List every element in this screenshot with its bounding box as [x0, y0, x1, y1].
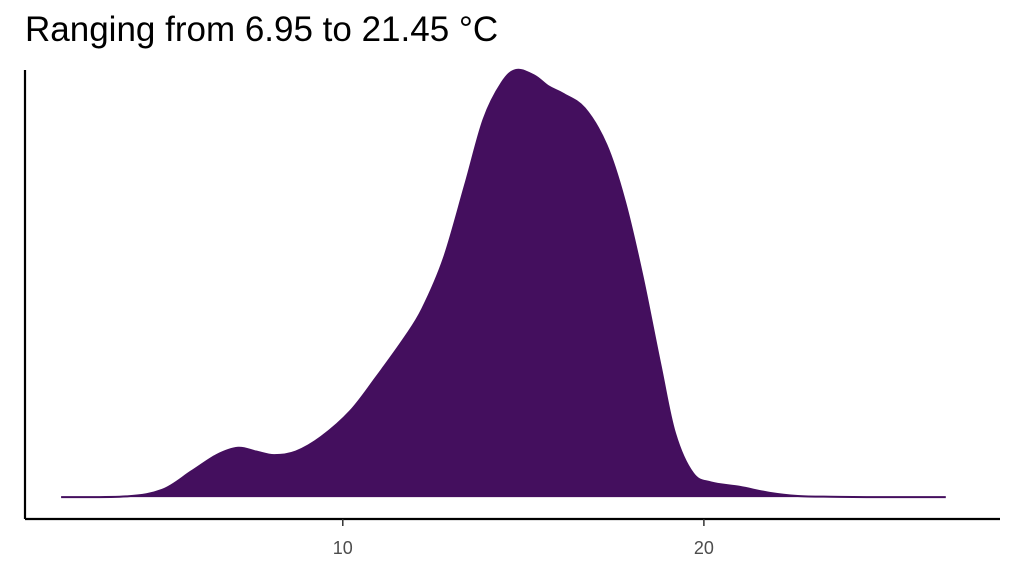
density-area — [61, 69, 946, 498]
x-tick-label: 10 — [333, 538, 353, 558]
density-line — [61, 68, 946, 499]
x-tick-label: 20 — [694, 538, 714, 558]
chart-title: Ranging from 6.95 to 21.45 °C — [25, 10, 499, 49]
